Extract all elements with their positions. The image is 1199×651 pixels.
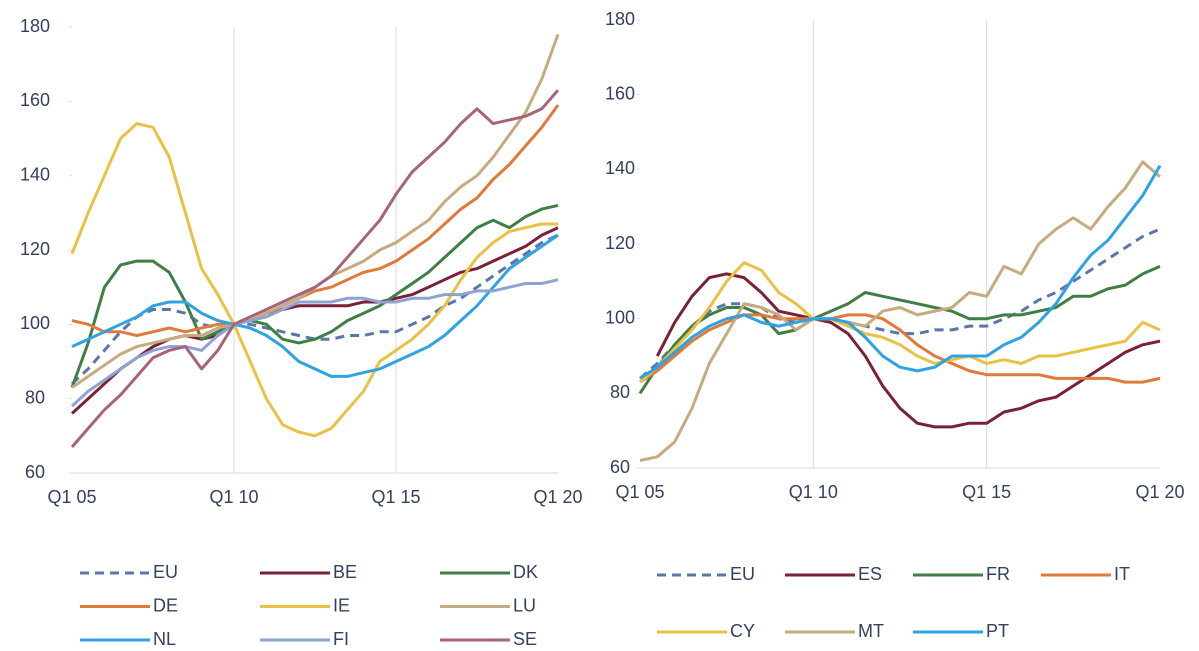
series-line bbox=[70, 226, 559, 415]
y-tick-label: 180 bbox=[20, 16, 50, 36]
y-tick-label: 140 bbox=[605, 158, 635, 178]
legend-label: CY bbox=[730, 621, 755, 641]
series-line bbox=[70, 89, 560, 448]
x-tick-label: Q1 20 bbox=[533, 487, 582, 507]
legend-label: MT bbox=[858, 621, 884, 641]
legend-label: EU bbox=[730, 564, 755, 584]
series-line bbox=[639, 227, 1161, 380]
y-tick-label: 160 bbox=[605, 83, 635, 103]
x-tick-label: Q1 15 bbox=[371, 487, 420, 507]
y-tick-label: 80 bbox=[610, 382, 630, 402]
legend-label: EU bbox=[153, 562, 178, 582]
x-tick-label: Q1 10 bbox=[209, 487, 258, 507]
x-tick-label: Q1 05 bbox=[47, 487, 96, 507]
legend-label: IE bbox=[333, 595, 350, 615]
y-tick-label: 140 bbox=[20, 164, 50, 184]
legend-label: DE bbox=[153, 595, 178, 615]
legend-label: IT bbox=[1114, 564, 1130, 584]
y-tick-label: 60 bbox=[25, 462, 45, 482]
series-line bbox=[655, 272, 1161, 429]
x-tick-label: Q1 10 bbox=[789, 482, 838, 502]
legend-label: DK bbox=[513, 562, 538, 582]
series-line bbox=[639, 164, 1162, 380]
legend-label: PT bbox=[986, 621, 1009, 641]
series-line bbox=[70, 122, 558, 438]
y-tick-label: 180 bbox=[605, 9, 635, 29]
series-line bbox=[70, 278, 559, 408]
legend-label: FR bbox=[986, 564, 1010, 584]
y-tick-label: 120 bbox=[605, 233, 635, 253]
series-line bbox=[638, 265, 1161, 395]
y-tick-label: 60 bbox=[610, 457, 630, 477]
y-tick-label: 100 bbox=[20, 313, 50, 333]
series-line bbox=[70, 233, 559, 385]
x-tick-label: Q1 05 bbox=[615, 482, 664, 502]
series-line bbox=[639, 261, 1161, 384]
series-line bbox=[71, 104, 560, 337]
y-tick-label: 80 bbox=[25, 387, 45, 407]
legend-label: BE bbox=[333, 562, 357, 582]
series-line bbox=[639, 160, 1161, 462]
legend-label: ES bbox=[858, 564, 882, 584]
series-line bbox=[70, 203, 559, 389]
series-line bbox=[71, 233, 559, 378]
series-line bbox=[639, 313, 1161, 384]
legend-label: LU bbox=[513, 595, 536, 615]
x-tick-label: Q1 15 bbox=[962, 482, 1011, 502]
x-tick-label: Q1 20 bbox=[1135, 482, 1184, 502]
legend-label: SE bbox=[513, 629, 537, 649]
y-tick-label: 160 bbox=[20, 90, 50, 110]
y-tick-label: 100 bbox=[605, 307, 635, 327]
legend-label: NL bbox=[153, 629, 176, 649]
y-tick-label: 120 bbox=[20, 239, 50, 259]
legend-label: FI bbox=[333, 629, 349, 649]
